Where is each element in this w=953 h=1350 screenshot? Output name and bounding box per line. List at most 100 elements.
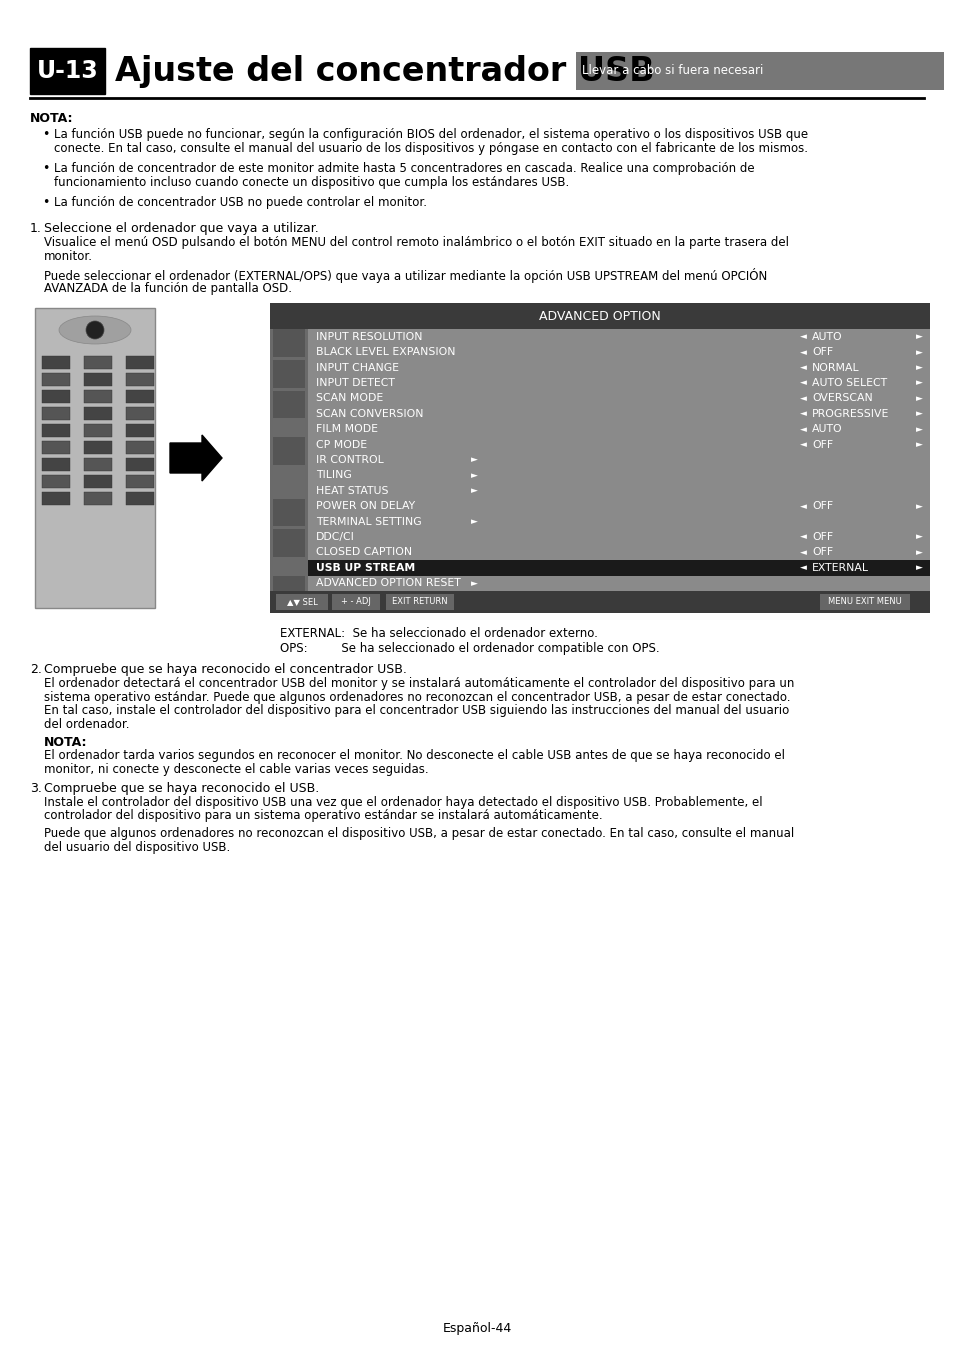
Text: POWER ON DELAY: POWER ON DELAY — [315, 501, 415, 512]
Text: AUTO: AUTO — [811, 424, 841, 435]
Bar — [42, 475, 70, 487]
Text: ◄: ◄ — [800, 378, 806, 387]
Bar — [308, 390, 929, 406]
Bar — [273, 575, 305, 603]
Text: ◄: ◄ — [800, 363, 806, 373]
Bar — [576, 53, 943, 90]
Text: PROGRESSIVE: PROGRESSIVE — [811, 409, 888, 418]
Text: ◄: ◄ — [800, 563, 806, 572]
Text: DDC/CI: DDC/CI — [315, 532, 355, 543]
Bar — [273, 437, 305, 464]
Text: ►: ► — [915, 425, 922, 433]
Text: EXTERNAL: EXTERNAL — [811, 563, 868, 572]
Bar — [126, 406, 153, 420]
Text: TILING: TILING — [315, 470, 352, 481]
Text: BLACK LEVEL EXPANSION: BLACK LEVEL EXPANSION — [315, 347, 455, 358]
Text: ►: ► — [915, 532, 922, 541]
Bar — [270, 591, 929, 613]
Bar — [332, 594, 379, 610]
Bar — [308, 421, 929, 437]
Text: ►: ► — [471, 471, 477, 479]
Text: CP MODE: CP MODE — [315, 440, 367, 450]
Text: ►: ► — [915, 347, 922, 356]
Text: La función de concentrador de este monitor admite hasta 5 concentradores en casc: La función de concentrador de este monit… — [54, 162, 754, 176]
Bar — [42, 458, 70, 471]
Bar — [273, 390, 305, 418]
Bar — [126, 390, 153, 404]
Text: ◄: ◄ — [800, 347, 806, 356]
Text: SCAN CONVERSION: SCAN CONVERSION — [315, 409, 423, 418]
Bar — [308, 329, 929, 344]
Text: ►: ► — [471, 455, 477, 464]
Text: •: • — [42, 162, 50, 176]
Text: Llevar a cabo si fuera necesari: Llevar a cabo si fuera necesari — [581, 65, 762, 77]
Text: OFF: OFF — [811, 532, 832, 543]
Text: 3.: 3. — [30, 782, 42, 795]
Text: •: • — [42, 196, 50, 209]
Bar — [308, 575, 929, 591]
Text: AUTO: AUTO — [811, 332, 841, 342]
Bar — [308, 498, 929, 514]
Text: MENU EXIT MENU: MENU EXIT MENU — [827, 598, 901, 606]
Text: INPUT RESOLUTION: INPUT RESOLUTION — [315, 332, 422, 342]
Text: OFF: OFF — [811, 347, 832, 358]
Bar — [308, 360, 929, 375]
Bar — [84, 406, 112, 420]
Text: AVANZADA de la función de pantalla OSD.: AVANZADA de la función de pantalla OSD. — [44, 282, 292, 296]
Text: ▲▼ SEL: ▲▼ SEL — [286, 598, 317, 606]
Text: USB UP STREAM: USB UP STREAM — [315, 563, 415, 572]
Text: conecte. En tal caso, consulte el manual del usuario de los dispositivos y pónga: conecte. En tal caso, consulte el manual… — [54, 142, 807, 155]
Bar — [84, 356, 112, 369]
Bar — [126, 356, 153, 369]
Bar — [270, 329, 308, 591]
Text: ►: ► — [915, 440, 922, 450]
Bar — [270, 302, 929, 613]
Text: del usuario del dispositivo USB.: del usuario del dispositivo USB. — [44, 841, 230, 853]
Text: funcionamiento incluso cuando conecte un dispositivo que cumpla los estándares U: funcionamiento incluso cuando conecte un… — [54, 176, 569, 189]
Bar — [30, 49, 105, 94]
Text: ►: ► — [471, 486, 477, 495]
Bar — [308, 529, 929, 545]
Bar — [84, 491, 112, 505]
Text: OFF: OFF — [811, 548, 832, 558]
Text: U-13: U-13 — [36, 59, 98, 82]
Bar — [42, 424, 70, 437]
Text: HEAT STATUS: HEAT STATUS — [315, 486, 388, 495]
Text: ►: ► — [915, 378, 922, 387]
Text: ◄: ◄ — [800, 425, 806, 433]
Text: Visualice el menú OSD pulsando el botón MENU del control remoto inalámbrico o el: Visualice el menú OSD pulsando el botón … — [44, 236, 788, 248]
Text: Instale el controlador del dispositivo USB una vez que el ordenador haya detecta: Instale el controlador del dispositivo U… — [44, 796, 761, 809]
Text: ►: ► — [915, 548, 922, 558]
Bar — [42, 356, 70, 369]
Bar — [308, 452, 929, 467]
Text: El ordenador tarda varios segundos en reconocer el monitor. No desconecte el cab: El ordenador tarda varios segundos en re… — [44, 749, 784, 761]
Bar — [126, 424, 153, 437]
Text: del ordenador.: del ordenador. — [44, 717, 130, 730]
Ellipse shape — [59, 316, 131, 344]
Text: OVERSCAN: OVERSCAN — [811, 393, 872, 404]
Text: El ordenador detectará el concentrador USB del monitor y se instalará automática: El ordenador detectará el concentrador U… — [44, 676, 794, 690]
FancyArrow shape — [170, 435, 222, 481]
Text: NOTA:: NOTA: — [30, 112, 73, 126]
Bar — [308, 483, 929, 498]
Bar — [35, 308, 154, 608]
Text: Puede seleccionar el ordenador (EXTERNAL/OPS) que vaya a utilizar mediante la op: Puede seleccionar el ordenador (EXTERNAL… — [44, 269, 766, 284]
Text: ◄: ◄ — [800, 532, 806, 541]
Text: ◄: ◄ — [800, 548, 806, 558]
Text: SCAN MODE: SCAN MODE — [315, 393, 383, 404]
Text: ►: ► — [915, 332, 922, 342]
Bar — [42, 441, 70, 454]
Text: ◄: ◄ — [800, 332, 806, 342]
Bar — [84, 475, 112, 487]
Bar — [84, 441, 112, 454]
Bar — [308, 514, 929, 529]
Text: ◄: ◄ — [800, 440, 806, 450]
Text: •: • — [42, 128, 50, 140]
Bar — [126, 458, 153, 471]
Text: La función USB puede no funcionar, según la configuración BIOS del ordenador, el: La función USB puede no funcionar, según… — [54, 128, 807, 140]
Bar — [308, 545, 929, 560]
Text: Español-44: Español-44 — [442, 1322, 511, 1335]
Text: Puede que algunos ordenadores no reconozcan el dispositivo USB, a pesar de estar: Puede que algunos ordenadores no reconoz… — [44, 828, 794, 840]
Bar — [84, 424, 112, 437]
Bar — [308, 344, 929, 360]
